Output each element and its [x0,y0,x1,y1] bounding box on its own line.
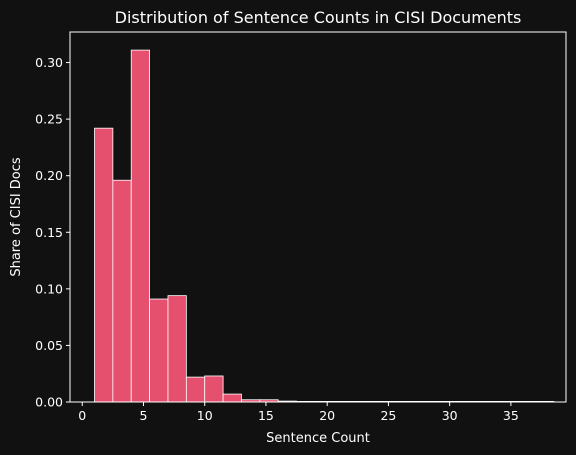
x-tick-label-30: 30 [442,408,458,423]
bar-6 [204,375,224,403]
y-tick-label-0.05: 0.05 [35,338,63,353]
bar-7 [222,393,242,403]
x-tick-label-15: 15 [258,408,274,423]
y-tick-label-0.00: 0.00 [35,395,63,410]
x-axis-label: Sentence Count [266,431,370,446]
axes [69,31,567,403]
y-tick-label-0.10: 0.10 [35,281,63,296]
x-tick-label-25: 25 [380,408,396,423]
x-tick-label-0: 0 [78,408,86,423]
x-axis-ticks: 0 5 10 15 20 25 30 35 [78,402,519,423]
y-tick-label-0.30: 0.30 [35,55,63,70]
y-axis-ticks: 0.00 0.05 0.10 0.15 0.20 0.25 0.30 [35,55,70,410]
y-axis-label: Share of CISI Docs [9,157,24,277]
bar-4 [167,295,187,403]
x-tick-label-5: 5 [140,408,148,423]
bar-2 [130,49,150,403]
x-tick-label-10: 10 [197,408,213,423]
x-tick-label-35: 35 [503,408,519,423]
plot-frame [69,31,567,403]
y-tick-label-0.15: 0.15 [35,225,63,240]
bar-0 [94,127,114,403]
bar-5 [185,376,206,403]
x-tick-label-20: 20 [319,408,335,423]
y-tick-label-0.20: 0.20 [35,168,63,183]
bar-3 [149,298,169,403]
chart-title: Distribution of Sentence Counts in CISI … [115,8,522,27]
bar-1 [112,179,132,403]
y-tick-label-0.25: 0.25 [35,112,63,127]
histogram-bars [94,49,555,403]
